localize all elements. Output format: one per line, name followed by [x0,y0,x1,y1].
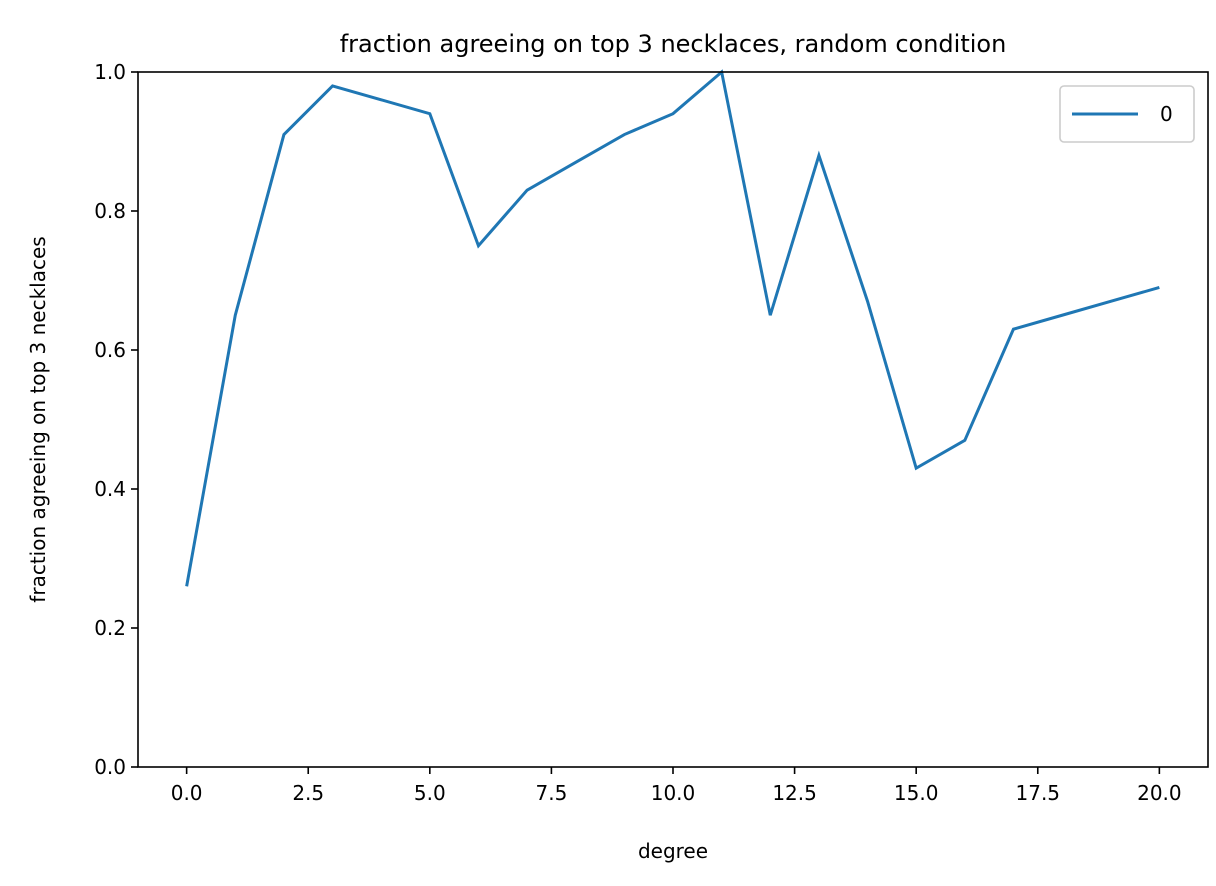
legend: 0 [1059,85,1195,143]
x-tick-label: 10.0 [651,781,696,805]
x-tick-label: 12.5 [772,781,817,805]
x-axis-label: degree [638,839,708,863]
y-axis-ticks: 0.0 0.2 0.4 0.6 0.8 1.0 [94,60,138,779]
x-tick-label: 7.5 [536,781,568,805]
x-tick-label: 20.0 [1137,781,1182,805]
y-axis-label: fraction agreeing on top 3 necklaces [26,236,50,602]
y-tick-label: 0.2 [94,616,126,640]
y-tick-label: 1.0 [94,60,126,84]
x-axis-ticks: 0.0 2.5 5.0 7.5 10.0 12.5 15.0 17.5 20.0 [171,767,1182,805]
y-tick-label: 0.0 [94,755,126,779]
plot-area-frame [137,71,1209,768]
x-tick-label: 5.0 [414,781,446,805]
y-tick-label: 0.6 [94,338,126,362]
chart-title: fraction agreeing on top 3 necklaces, ra… [340,30,1007,58]
x-tick-label: 2.5 [292,781,324,805]
x-tick-label: 0.0 [171,781,203,805]
x-tick-label: 17.5 [1016,781,1061,805]
y-tick-label: 0.8 [94,199,126,223]
legend-label-0: 0 [1160,102,1173,126]
y-tick-label: 0.4 [94,477,126,501]
series-line-0 [185,69,1160,587]
x-tick-label: 15.0 [894,781,939,805]
